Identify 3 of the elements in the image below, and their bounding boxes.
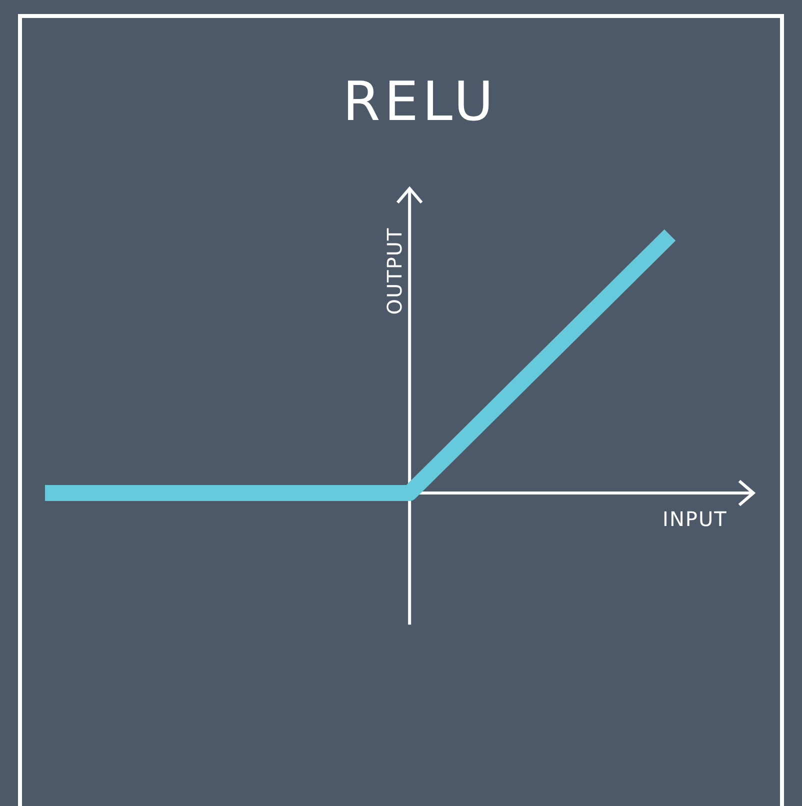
x-axis-title: INPUT xyxy=(662,507,728,531)
y-axis-title: OUTPUT xyxy=(382,227,407,315)
chart-title: RELU xyxy=(342,70,498,133)
